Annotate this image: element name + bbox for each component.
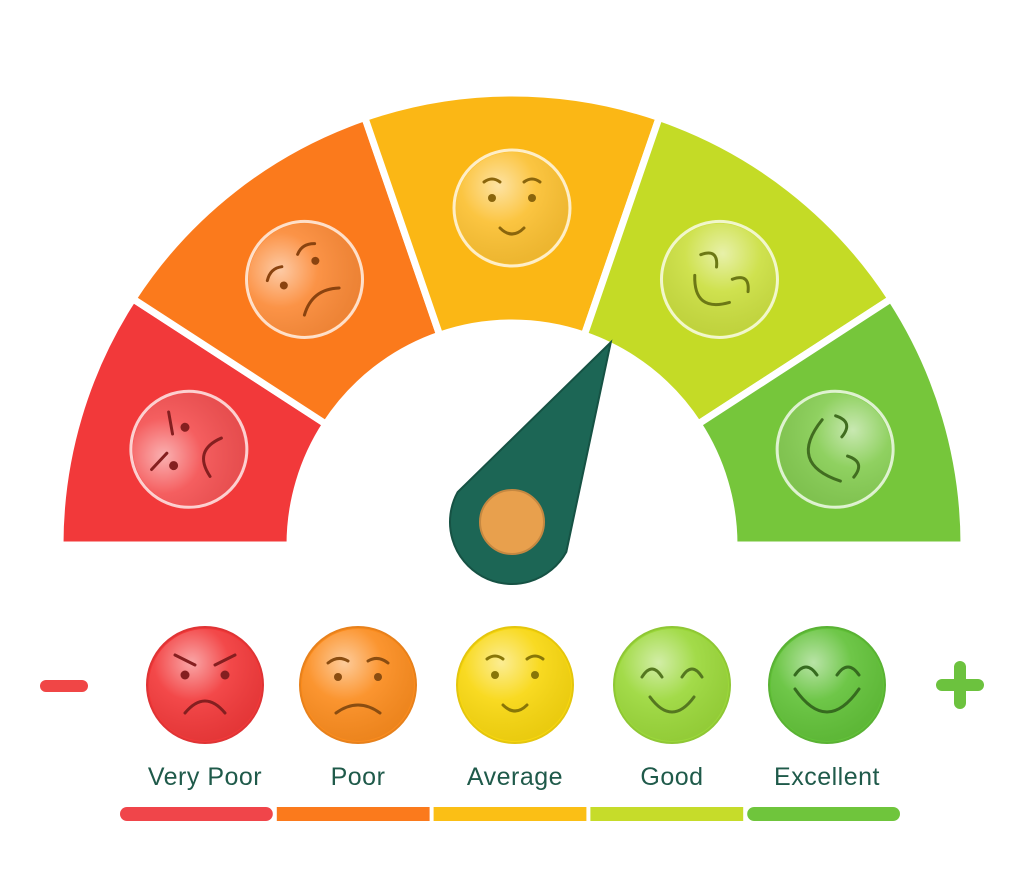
color-bar-segment: [747, 807, 900, 821]
needle-hub: [479, 489, 545, 555]
label-excellent: Excellent: [774, 763, 880, 791]
gauge-face-poor: [245, 219, 365, 339]
face-sad-icon: [299, 626, 417, 744]
rating-option-very-happy[interactable]: [768, 626, 886, 744]
gauge-face-good: [659, 219, 779, 339]
face-angry-icon: [146, 626, 264, 744]
rating-option-happy[interactable]: [613, 626, 731, 744]
gauge-face-happy-icon: [659, 219, 779, 339]
color-scale-bar: [120, 807, 900, 821]
gauge-face-average: [452, 148, 572, 268]
face-happy-icon: [613, 626, 731, 744]
color-bar-segment: [120, 807, 273, 821]
rating-gauge: [56, 89, 968, 549]
rating-scale: Very Poor Poor Average Good Excellent: [40, 626, 984, 821]
label-very-poor: Very Poor: [148, 763, 262, 791]
gauge-needle: [449, 339, 613, 585]
label-average: Average: [467, 763, 563, 791]
color-bar-segment: [276, 807, 430, 821]
gauge-face-excellent: [775, 389, 895, 509]
gauge-face-very-poor: [129, 389, 249, 509]
gauge-face-sad-icon: [245, 219, 365, 339]
rating-option-sad[interactable]: [299, 626, 417, 744]
color-bar-segment: [590, 807, 744, 821]
minus-icon[interactable]: [40, 680, 88, 692]
gauge-face-angry-icon: [129, 389, 249, 509]
face-very-happy-icon: [768, 626, 886, 744]
face-neutral-icon: [456, 626, 574, 744]
color-bar-segment: [433, 807, 587, 821]
gauge-face-very-happy-icon: [775, 389, 895, 509]
plus-icon[interactable]: [936, 661, 984, 709]
label-poor: Poor: [331, 763, 386, 791]
label-good: Good: [640, 763, 703, 791]
rating-option-angry[interactable]: [146, 626, 264, 744]
gauge-face-neutral-icon: [452, 148, 572, 268]
rating-option-neutral[interactable]: [456, 626, 574, 744]
